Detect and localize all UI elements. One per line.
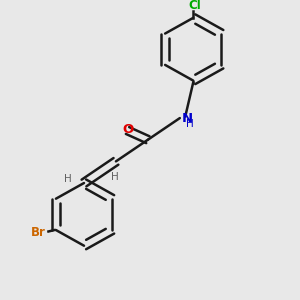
Text: H: H — [187, 119, 194, 130]
Text: H: H — [111, 172, 119, 182]
Text: Br: Br — [31, 226, 46, 239]
Text: H: H — [64, 174, 72, 184]
Text: Cl: Cl — [188, 0, 201, 12]
Text: O: O — [122, 123, 133, 136]
Text: N: N — [181, 112, 193, 124]
